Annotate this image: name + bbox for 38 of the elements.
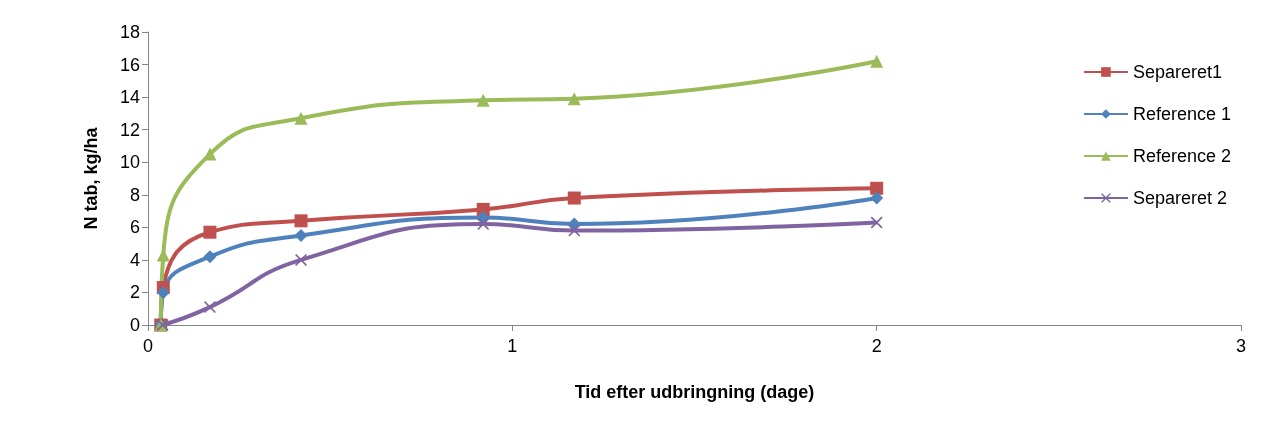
point [294,111,308,125]
y-tick-label: 10 [119,152,140,173]
y-tick-label: 18 [119,22,140,42]
legend-label: Reference 2 [1132,146,1231,166]
y-tick-label: 12 [119,119,140,140]
point [476,93,490,107]
legend-label: Reference 1 [1132,104,1231,124]
legend-label: Separeret1 [1132,62,1222,82]
y-tick-label: 14 [119,87,140,108]
y-tick-label: 2 [129,282,140,303]
y-tick-label: 16 [119,54,140,75]
x-tick-label: 1 [507,336,518,356]
point [294,228,308,242]
x-tick-label: 3 [1235,336,1247,356]
y-tick-label: 8 [129,184,140,205]
point [870,181,884,195]
point [295,253,308,266]
point [203,225,217,239]
point [567,92,581,106]
point [203,147,217,161]
y-tick-label: 0 [129,315,140,335]
legend-label: Separeret 2 [1132,188,1227,208]
point [567,191,581,205]
x-tick-label: 0 [142,336,154,356]
point [203,301,216,314]
point [568,224,581,237]
x-tick-label: 2 [871,336,882,356]
point [477,218,490,231]
point [203,250,217,264]
y-tick-label: 4 [129,249,140,270]
point [870,54,884,68]
point [294,214,308,228]
y-tick-label: 6 [129,217,140,238]
point [156,285,170,299]
point [870,191,884,205]
y-axis-title: N tab, kg/ha [81,126,101,230]
point [870,216,883,229]
x-axis-title: Tid efter udbringning (dage) [574,382,815,402]
